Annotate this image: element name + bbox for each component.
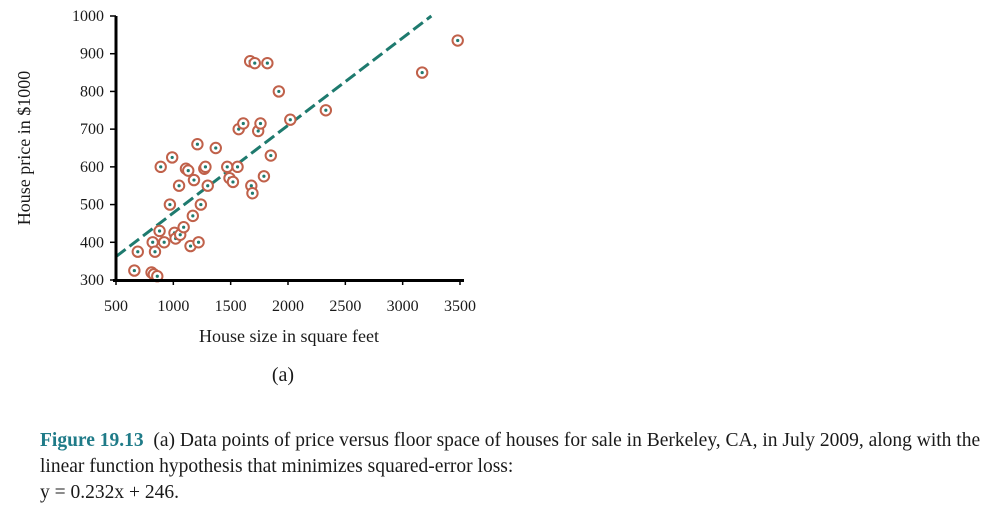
data-point (182, 164, 195, 177)
y-tick-label: 400 (80, 234, 104, 251)
data-point (157, 236, 171, 249)
data-point (163, 198, 177, 211)
data-point (264, 149, 277, 162)
data-point (284, 113, 297, 126)
data-point (257, 170, 271, 183)
y-tick-label: 700 (80, 121, 104, 138)
data-point (199, 160, 212, 174)
data-point (192, 236, 205, 249)
figure-number: Figure 19.13 (40, 430, 144, 451)
data-point (246, 187, 259, 200)
caption-text: (a) Data points of price versus floor sp… (40, 430, 981, 477)
data-point (194, 198, 208, 211)
scatter-plot: 300 400 500 600 700 800 900 1000 500 1000 1500 2000… (14, 8, 476, 386)
data-point (191, 138, 204, 151)
x-tick-label: 2500 (329, 298, 361, 315)
caption-equation: y = 0.232x + 246. (40, 482, 179, 503)
regression-line (115, 14, 433, 258)
y-tick-label: 800 (80, 83, 104, 100)
data-point (415, 66, 429, 79)
data-point (187, 173, 201, 187)
data-point (226, 175, 240, 189)
y-tick-label: 900 (80, 46, 104, 63)
data-point (231, 160, 244, 174)
data-point (148, 245, 162, 258)
data-point (153, 224, 166, 238)
plot-area (115, 14, 464, 283)
data-point (131, 245, 144, 258)
data-point (165, 151, 179, 164)
data-point (254, 117, 267, 130)
data-point (128, 264, 141, 277)
data-point (319, 104, 333, 117)
data-point (272, 85, 286, 98)
data-point (451, 34, 464, 47)
x-tick-label: 1500 (215, 298, 247, 315)
data-point (201, 179, 214, 192)
tick-layer: 300 400 500 600 700 800 900 1000 500 1000 1500 2000… (72, 8, 476, 315)
data-point (186, 209, 200, 223)
y-tick-label: 1000 (72, 8, 104, 25)
y-tick-label: 600 (80, 159, 104, 176)
data-point (209, 141, 222, 155)
data-point (237, 117, 250, 130)
data-point (172, 179, 186, 192)
data-point (221, 160, 234, 174)
y-axis-title: House price in $1000 (14, 71, 34, 225)
x-tick-label: 1000 (157, 298, 189, 315)
data-point (248, 56, 261, 70)
subfigure-label: (a) (272, 364, 294, 386)
data-point (261, 56, 274, 70)
y-tick-label: 300 (80, 272, 104, 289)
y-tick-label: 500 (80, 197, 104, 214)
data-point (177, 221, 190, 234)
x-axis-title: House size in square feet (199, 326, 379, 346)
x-tick-label: 3000 (387, 298, 419, 315)
x-tick-label: 2000 (272, 298, 304, 315)
x-tick-label: 3500 (444, 298, 476, 315)
figure-caption: Figure 19.13 (a) Data points of price ve… (40, 428, 990, 506)
data-point (154, 160, 167, 174)
data-point (151, 270, 164, 283)
x-tick-label: 500 (104, 298, 128, 315)
